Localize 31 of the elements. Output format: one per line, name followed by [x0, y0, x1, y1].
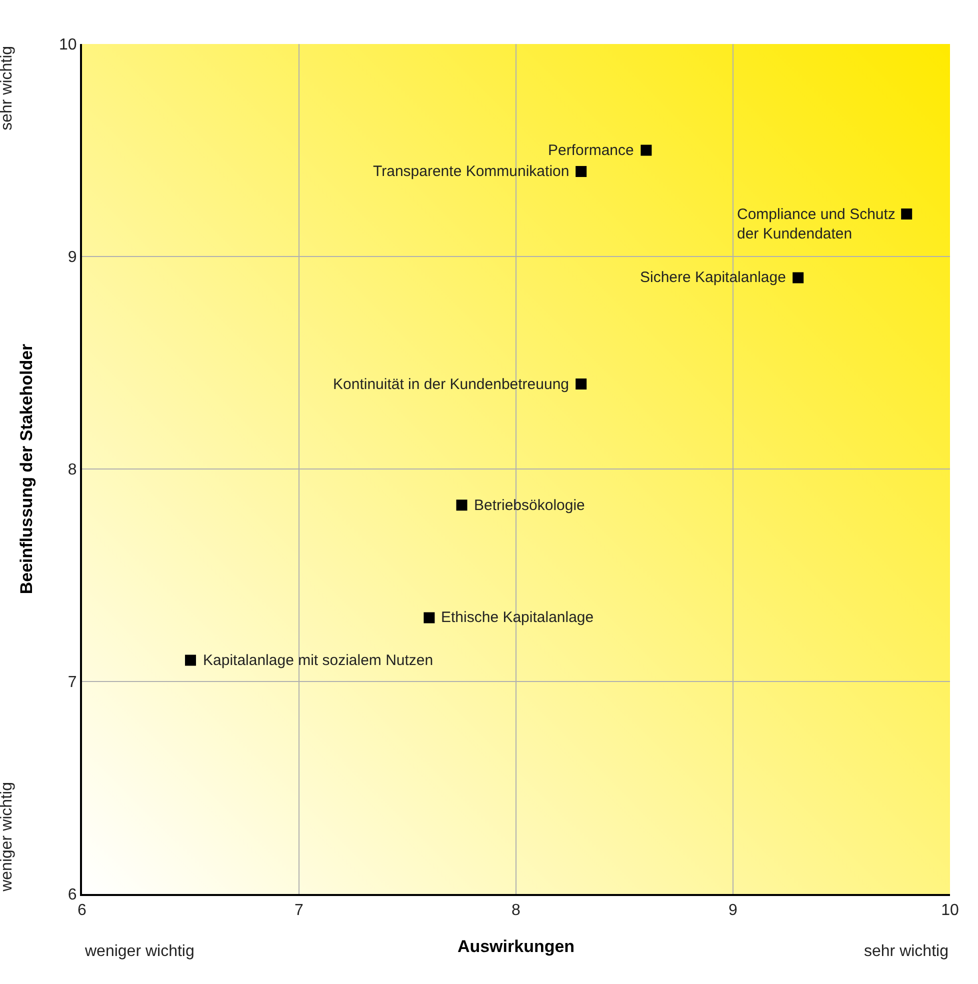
- y-tick-label: 6: [68, 886, 77, 904]
- y-tick-label: 7: [68, 674, 77, 692]
- annotation: Sichere Kapitalanlage: [640, 269, 786, 286]
- text: sehr wichtig: [0, 46, 16, 130]
- annotation: Compliance und Schutz der Kundendaten: [737, 206, 896, 242]
- annotation: Betriebsökologie: [474, 497, 585, 514]
- annotation: Performance: [548, 142, 634, 159]
- annotation: Kapitalanlage mit sozialem Nutzen: [203, 652, 434, 669]
- annotation: Ethische Kapitalanlage: [441, 609, 594, 626]
- x-tick-label: 10: [941, 902, 959, 920]
- y-axis-title: Beeinflussung der Stakeholder: [17, 343, 36, 594]
- point: [456, 500, 468, 511]
- point: [185, 654, 196, 666]
- point: [576, 166, 587, 177]
- y-tick-label: 10: [59, 36, 77, 54]
- annotation: Kontinuität in der Kundenbetreuung: [333, 376, 570, 393]
- annotation: Transparente Kommunikation: [373, 163, 570, 180]
- point: [792, 272, 804, 284]
- point: [424, 612, 435, 624]
- point: [901, 208, 912, 220]
- y-tick-label: 9: [68, 249, 77, 266]
- point: [640, 144, 652, 156]
- y-tick-label: 8: [68, 462, 77, 479]
- text: weniger wichtig: [0, 782, 16, 892]
- x-axis-title: Auswirkungen: [457, 937, 575, 956]
- x-tick-label: 9: [728, 902, 738, 920]
- x-tick-label: 7: [294, 902, 304, 920]
- x-tick-label: 8: [512, 902, 521, 920]
- point: [576, 378, 587, 390]
- text: sehr wichtig: [864, 943, 948, 960]
- text: weniger wichtig: [84, 943, 194, 960]
